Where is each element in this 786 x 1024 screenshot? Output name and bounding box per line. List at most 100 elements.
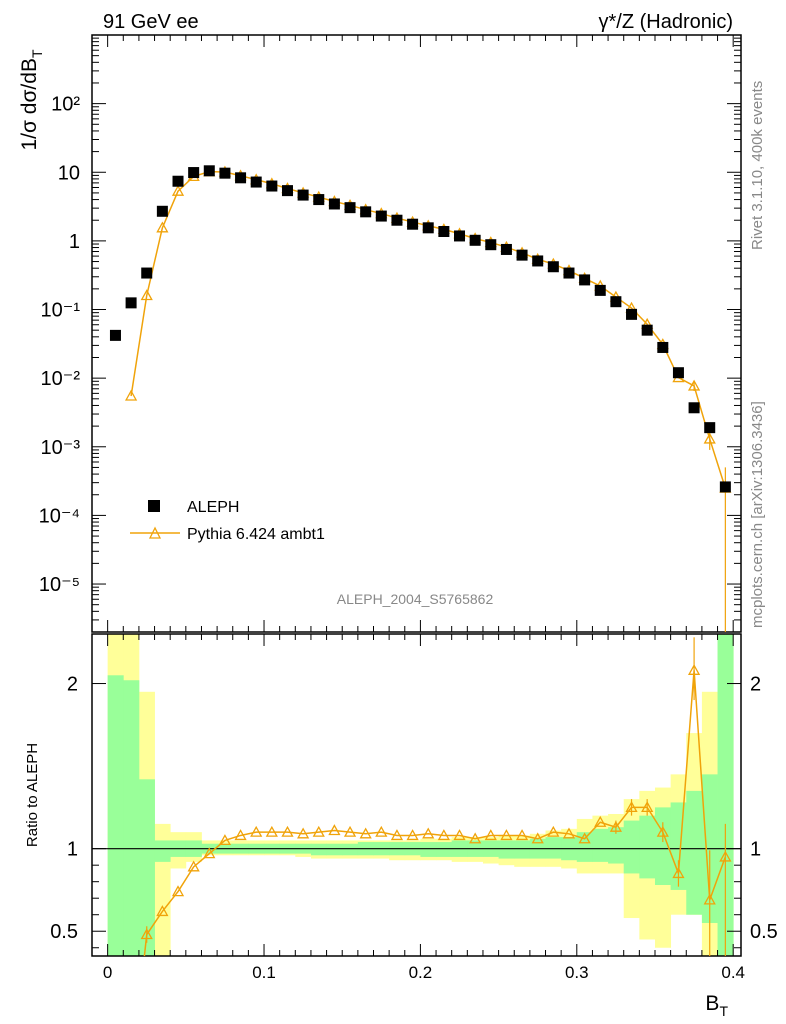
legend-label-pythia: Pythia 6.424 ambt1: [187, 526, 325, 543]
inner-band-bin: [310, 843, 327, 856]
pythia-ratio-point: [641, 801, 654, 813]
pythia-ratio-point: [656, 825, 669, 837]
aleph-point: [266, 180, 278, 192]
pythia-ratio-point: [469, 832, 482, 844]
inner-band-bin: [123, 680, 140, 956]
pythia-ratio-point: [500, 829, 513, 841]
pythia-ratio-point: [297, 827, 310, 839]
aleph-point: [250, 176, 262, 188]
lower-frame-rect: [91, 633, 742, 957]
pythia-ratio-point: [578, 832, 591, 844]
pythia-ratio-point: [672, 867, 685, 879]
pythia-ratio-point: [562, 827, 576, 839]
pythia-ratio-series: [140, 637, 732, 957]
inner-band-bin: [436, 842, 453, 857]
aleph-point: [438, 226, 450, 238]
pythia-ratio-point: [156, 905, 169, 917]
aleph-point: [563, 267, 575, 279]
aleph-point: [500, 243, 512, 255]
aleph-point: [516, 249, 528, 261]
legend-marker-pythia: [148, 526, 162, 539]
y-tick-label: 10⁻³: [41, 437, 81, 459]
pythia-ratio-point: [328, 824, 341, 836]
aleph-point: [485, 239, 497, 251]
x-tick-label: 0: [103, 963, 112, 982]
x-tick-labels: 0 0.1 0.2 0.3 0.4: [103, 963, 745, 982]
y-tick-label-left: 2: [67, 674, 78, 696]
aleph-point: [704, 422, 716, 434]
pythia-point: [156, 221, 169, 233]
pythia-ratio-point: [234, 829, 247, 841]
inner-band-bin: [420, 842, 437, 857]
aleph-point: [360, 206, 372, 218]
aleph-point: [391, 214, 403, 226]
x-tick-label: 0.3: [565, 963, 589, 982]
pythia-ratio-point: [687, 663, 701, 675]
inner-band-bin: [623, 820, 640, 874]
inner-band-bin: [514, 840, 531, 859]
lower-panel-ticks: [91, 634, 741, 956]
y-tick-label-right: 1: [750, 839, 761, 861]
pythia-ratio-point: [406, 829, 419, 841]
pythia-ratio-point: [719, 850, 732, 862]
aleph-point: [172, 175, 184, 187]
aleph-point: [313, 194, 325, 206]
aleph-point: [375, 210, 387, 222]
aleph-point: [188, 167, 200, 179]
header-left-label: 91 GeV ee: [103, 11, 199, 33]
pythia-series-upper: [124, 165, 732, 632]
pythia-ratio-point: [171, 885, 185, 897]
y-tick-label-right: 2: [750, 674, 761, 696]
aleph-point: [297, 189, 309, 201]
pythia-point: [687, 379, 701, 391]
pythia-ratio-point: [359, 827, 372, 839]
lower-panel-frame: [91, 633, 742, 957]
pythia-ratio-line: [143, 670, 727, 957]
aleph-point: [281, 185, 293, 197]
legend: ALEPH Pythia 6.424 ambt1: [130, 499, 325, 543]
analysis-id-label: ALEPH_2004_S5765862: [337, 591, 494, 607]
inner-band-bin: [107, 675, 124, 956]
pythia-ratio-point: [140, 928, 153, 940]
pythia-ratio-point: [203, 847, 216, 859]
aleph-point: [547, 261, 559, 273]
inner-band-bin: [154, 840, 171, 862]
aleph-point: [422, 222, 434, 234]
y-tick-label-left: 0.5: [50, 921, 78, 943]
y-tick-label-left: 1: [67, 839, 78, 861]
inner-band-bin: [592, 828, 609, 862]
y-tick-label: 10²: [51, 94, 80, 116]
pythia-ratio-point: [531, 832, 544, 844]
inner-band-bin: [326, 843, 343, 856]
pythia-ratio-point: [312, 825, 325, 837]
aleph-point: [641, 324, 653, 336]
inner-band-bin: [498, 840, 515, 859]
pythia-ratio-point: [484, 829, 497, 841]
pythia-point: [124, 389, 138, 401]
aleph-point: [719, 481, 731, 493]
ratio-uncertainty-bands: [107, 634, 734, 956]
aleph-point: [579, 274, 591, 286]
inner-band-bin: [717, 634, 734, 956]
aleph-point: [657, 341, 669, 353]
lower-y-axis-label: Ratio to ALEPH: [24, 743, 41, 847]
aleph-point: [672, 367, 684, 379]
legend-label-aleph: ALEPH: [187, 499, 239, 516]
pythia-ratio-point: [625, 801, 638, 813]
y-tick-label: 1: [69, 231, 80, 253]
pythia-ratio-point: [703, 893, 716, 905]
pythia-ratio-point: [187, 860, 200, 872]
inner-band-bin: [342, 843, 359, 856]
aleph-point: [688, 402, 700, 414]
pythia-point: [171, 184, 185, 196]
inner-band-bin: [545, 837, 562, 859]
y-tick-label: 10⁻⁴: [39, 505, 80, 527]
upper-panel-ticks: [91, 35, 741, 633]
legend-marker-aleph: [148, 500, 160, 512]
aleph-point: [109, 329, 121, 341]
pythia-ratio-point: [265, 825, 278, 837]
aleph-point: [594, 284, 606, 296]
pythia-ratio-point: [390, 829, 404, 841]
pythia-ratio-point: [594, 815, 607, 827]
aleph-point: [141, 267, 153, 279]
